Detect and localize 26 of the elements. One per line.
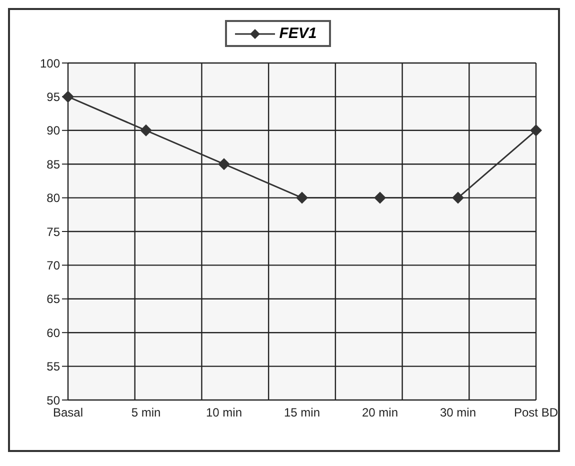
point (62, 90, 74, 103)
point (452, 192, 464, 204)
y-tick-label: 50 (46, 393, 60, 408)
point (218, 158, 230, 170)
y-tick-label: 80 (46, 191, 60, 206)
point (530, 124, 542, 136)
y-tick-label: 65 (46, 292, 60, 306)
x-tick-label: 10 min (206, 406, 242, 420)
x-tick-label: Post BD (514, 406, 558, 420)
y-tick-label: 70 (46, 258, 60, 272)
y-tick-label: 60 (46, 326, 60, 340)
y-tick-label: 95 (46, 90, 60, 104)
y-tick-label: 90 (46, 124, 60, 138)
x-tick-label: 20 min (362, 406, 398, 420)
y-tick-label: 85 (46, 157, 60, 172)
y-tick-label: 75 (46, 224, 60, 239)
point (374, 192, 386, 204)
x-tick-label: 5 min (131, 406, 161, 420)
y-tick-label: 55 (46, 360, 60, 374)
y-tick-label: 100 (40, 56, 60, 70)
point (140, 124, 152, 136)
point (296, 192, 308, 204)
x-tick-label: 15 min (284, 406, 320, 420)
x-tick-label: Basal (52, 406, 84, 420)
legend-label: FEV1 (279, 25, 317, 42)
x-tick-label: 30 min (440, 406, 476, 420)
